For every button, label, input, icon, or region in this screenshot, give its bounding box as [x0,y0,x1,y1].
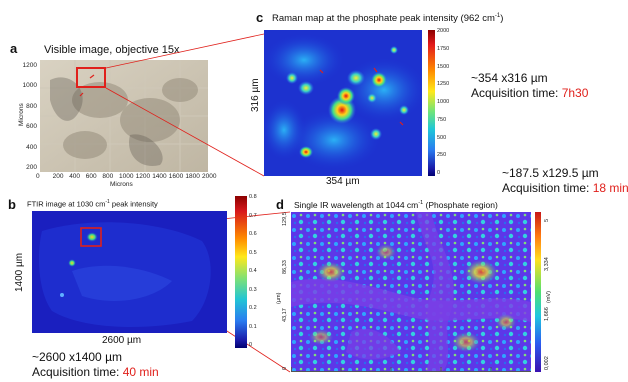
ir-colorbar-tick: 3,334 [544,257,550,272]
raman-colorbar-tick: 1000 [437,99,450,105]
panel-a-xtick: 600 [85,173,97,180]
panel-a-title: Visible image, objective 15x [44,44,180,56]
ir-colorbar-tick: 0,002 [544,356,550,370]
panel-c-title: Raman map at the phosphate peak intensit… [272,13,504,25]
panel-a-yticks: 1200 1000 800 600 400 200 [17,62,37,172]
ftir-colorbar-tick: 0.7 [249,212,257,219]
panel-a-xtick: 1400 [152,173,167,180]
panel-d-ytick: 43,17 [282,308,288,322]
panel-c-letter: c [256,10,264,25]
raman-colorbar-tick: 1250 [437,81,450,88]
raman-colorbar-tick: 500 [437,134,447,141]
ir-colorbar [535,212,541,372]
panel-d-title: Single IR wavelength at 1044 cm-1 (Phosp… [294,200,498,210]
raman-colorbar-tick: 0 [437,170,441,176]
panel-a-xtick: 800 [102,173,114,180]
panel-d-acquisition: Acquisition time: 18 min [502,181,628,195]
panel-a-xticks: 0 200 400 600 800 1000 1200 1400 1600 1800 2000 [36,173,216,182]
raman-colorbar-tick: 750 [437,116,447,123]
panel-a-xtick: 200 [52,173,64,180]
raman-colorbar-ticks: 2000 1750 1500 1250 1000 750 500 250 0 [437,28,463,178]
panel-d-yticks: 129,5 86,33 43,17 0 [282,212,291,372]
panel-a-ytick: 600 [26,123,37,131]
ir-wavelength-map [291,212,531,372]
panel-a-letter: a [10,41,18,56]
ir-colorbar-unit: (mV) [546,291,552,303]
ftir-colorbar-ticks: 0.8 0.7 0.6 0.5 0.4 0.3 0.2 0.1 0 [249,194,265,350]
panel-a-ytick: 1200 [22,62,37,69]
ir-colorbar-tick: 1,666 [544,306,550,321]
panel-d-ytick: 129,5 [282,212,288,226]
panel-b-size: ~2600 x1400 µm [32,350,122,364]
panel-c-acquisition: Acquisition time: 7h30 [471,86,589,100]
panel-c-info: ~354 x316 µm Acquisition time: 7h30 [471,71,588,101]
panel-b-width-label: 2600 µm [102,335,142,346]
visible-roi-box [76,67,106,88]
panel-c-size: ~354 x316 µm [471,71,548,85]
panel-c-height-label: 316 µm [250,78,261,112]
panel-d-ytick: 0 [282,366,288,370]
panel-b-acquisition: Acquisition time: 40 min [32,365,159,379]
panel-a-xtick: 1000 [119,173,134,180]
ftir-colorbar-tick: 0.2 [249,305,257,311]
panel-b-letter: b [8,197,16,212]
panel-a-ytick: 200 [26,164,37,171]
panel-a-xtick: 1600 [168,173,184,180]
panel-b-title: FTIR image at 1030 cm-1 peak intensity [27,199,158,209]
panel-c-width-label: 354 µm [326,176,360,187]
panel-a-xtick: 1200 [135,173,151,180]
panel-d-size: ~187.5 x129.5 µm [502,166,599,180]
panel-a-xtick: 1800 [185,173,200,180]
ftir-image [32,211,227,333]
raman-colorbar-tick: 1500 [437,63,450,70]
ftir-colorbar-tick: 0.1 [249,323,257,330]
ftir-colorbar-tick: 0 [249,342,253,348]
panel-a-ytick: 400 [26,143,37,151]
ftir-colorbar-tick: 0.6 [249,231,257,237]
panel-a-xtick: 400 [69,173,81,180]
ftir-roi-box [80,227,102,247]
raman-colorbar-tick: 2000 [437,28,450,34]
panel-d-letter: d [276,197,284,212]
panel-b-height-label: 1400 µm [14,252,25,292]
ir-colorbar-tick: 5 [544,218,550,222]
raman-colorbar-tick: 1750 [437,45,450,52]
panel-a-xtick: 2000 [202,173,217,180]
panel-a-ytick: 1000 [22,82,37,90]
ftir-colorbar-tick: 0.4 [249,268,257,274]
ftir-colorbar [235,196,247,348]
panel-a-xlabel: Microns [110,181,133,188]
raman-map [264,30,422,176]
panel-d-info: ~187.5 x129.5 µm Acquisition time: 18 mi… [502,166,628,196]
panel-d-ytick: 86,33 [282,260,288,274]
raman-colorbar-tick: 250 [437,152,447,159]
visible-image [40,60,208,172]
panel-a-xtick: 0 [36,173,40,180]
ftir-colorbar-tick: 0.8 [249,194,257,200]
raman-colorbar [428,30,435,176]
panel-a-ytick: 800 [26,102,37,110]
ftir-colorbar-tick: 0.3 [249,286,257,293]
ftir-colorbar-tick: 0.5 [249,249,257,256]
panel-b-info: ~2600 x1400 µm Acquisition time: 40 min [32,350,159,380]
